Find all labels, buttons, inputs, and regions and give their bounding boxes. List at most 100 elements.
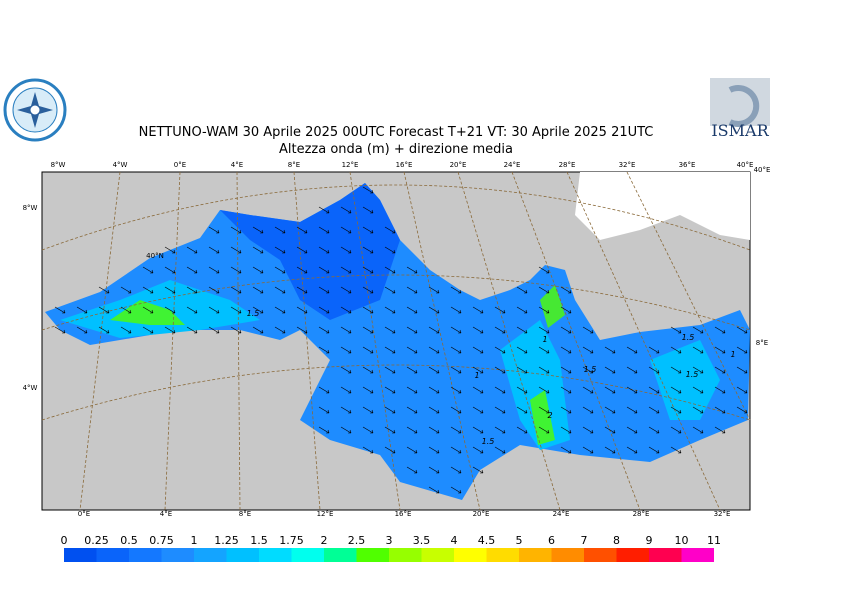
arrow (582, 386, 594, 394)
arrow (714, 346, 726, 354)
arrow (450, 386, 462, 394)
arrow (230, 286, 242, 294)
arrow (670, 326, 682, 334)
arrow (384, 306, 396, 314)
arrow (274, 246, 286, 254)
arrow (384, 326, 396, 334)
colorbar-label: 2 (321, 534, 328, 547)
arrow (98, 286, 110, 294)
colorbar-label: 0 (61, 534, 68, 547)
colorbar-label: 9 (646, 534, 653, 547)
arrow (428, 306, 440, 314)
arrow (208, 306, 220, 314)
graticule-label: 16°E (396, 161, 413, 169)
colorbar-label: 1 (191, 534, 198, 547)
arrow (120, 286, 132, 294)
arrow (318, 226, 330, 234)
arrow (472, 406, 484, 414)
arrow (164, 306, 176, 314)
arrow (318, 326, 330, 334)
arrow (186, 266, 198, 274)
arrow (428, 366, 440, 374)
arrow (472, 346, 484, 354)
arrow (362, 206, 374, 214)
arrow (208, 226, 220, 234)
colorbar-box (486, 548, 519, 562)
arrow (428, 286, 440, 294)
arrow (406, 326, 418, 334)
graticule-label: 8°E (756, 339, 768, 347)
arrow (406, 346, 418, 354)
arrow (318, 406, 330, 414)
arrow (692, 346, 704, 354)
arrow (406, 266, 418, 274)
arrow (450, 466, 462, 474)
arrow (494, 426, 506, 434)
arrow (494, 306, 506, 314)
arrow (670, 366, 682, 374)
arrow (494, 366, 506, 374)
colorbar-box (96, 548, 129, 562)
arrow (516, 306, 528, 314)
right-logo: ISMAR (710, 78, 770, 140)
arrow (538, 426, 550, 434)
arrow (164, 246, 176, 254)
arrow (538, 406, 550, 414)
arrow (516, 366, 528, 374)
arrow (384, 246, 396, 254)
arrow (516, 326, 528, 334)
arrow (340, 406, 352, 414)
arrow (472, 326, 484, 334)
arrow (582, 406, 594, 414)
arrow (362, 186, 374, 194)
graticule-label: 8°E (239, 510, 251, 518)
colorbar-box (454, 548, 487, 562)
arrow (252, 266, 264, 274)
arrow (406, 286, 418, 294)
arrow (186, 326, 198, 334)
arrow (736, 346, 748, 354)
arrow (494, 346, 506, 354)
arrow (274, 326, 286, 334)
graticule-label: 24°E (553, 510, 570, 518)
arrow (296, 226, 308, 234)
arrow (714, 426, 726, 434)
arrow (340, 386, 352, 394)
arrow (670, 426, 682, 434)
colorbar-label: 11 (707, 534, 721, 547)
arrow (560, 326, 572, 334)
arrow (208, 246, 220, 254)
map (41, 171, 751, 511)
arrow (296, 286, 308, 294)
arrow (384, 366, 396, 374)
arrow (406, 406, 418, 414)
graticule-label: 24°E (504, 161, 521, 169)
arrow (538, 386, 550, 394)
arrow (296, 306, 308, 314)
arrow (296, 266, 308, 274)
arrow (208, 266, 220, 274)
arrow (318, 346, 330, 354)
graticule-label: 40°E (737, 161, 754, 169)
arrow (428, 346, 440, 354)
arrow (648, 426, 660, 434)
arrow (362, 386, 374, 394)
arrow (318, 386, 330, 394)
arrow (472, 426, 484, 434)
colorbar-label: 6 (548, 534, 555, 547)
arrow (516, 386, 528, 394)
graticule-label: 20°E (473, 510, 490, 518)
graticule-label: 12°E (317, 510, 334, 518)
arrow (648, 346, 660, 354)
arrow (252, 246, 264, 254)
arrow (648, 446, 660, 454)
colorbar-box (324, 548, 357, 562)
arrow (384, 226, 396, 234)
graticule (41, 171, 751, 511)
arrow (384, 346, 396, 354)
arrow (208, 326, 220, 334)
arrow (604, 446, 616, 454)
arrow (340, 346, 352, 354)
arrow (76, 326, 88, 334)
arrow (340, 206, 352, 214)
